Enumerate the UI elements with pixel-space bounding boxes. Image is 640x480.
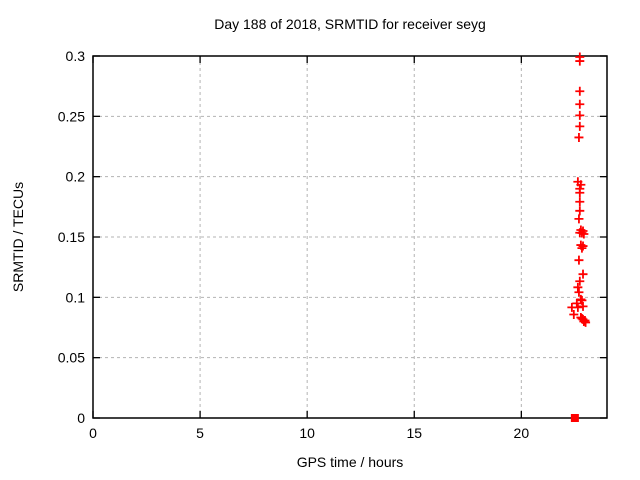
data-point-plus bbox=[576, 180, 586, 190]
y-tick-label: 0.2 bbox=[66, 169, 86, 185]
data-point-square bbox=[570, 414, 579, 422]
data-point-plus bbox=[578, 301, 588, 311]
x-axis-label: GPS time / hours bbox=[296, 454, 404, 470]
x-tick-label: 20 bbox=[514, 425, 530, 441]
y-tick-label: 0.05 bbox=[58, 350, 85, 366]
data-point-plus bbox=[569, 309, 579, 319]
data-point-plus bbox=[575, 110, 585, 120]
x-tick-label: 15 bbox=[406, 425, 422, 441]
x-tick-label: 0 bbox=[89, 425, 97, 441]
data-point-plus bbox=[577, 243, 587, 253]
data-point-plus bbox=[578, 269, 588, 279]
data-point-plus bbox=[574, 214, 584, 224]
data-point-plus bbox=[574, 287, 584, 297]
y-tick-label: 0 bbox=[77, 410, 85, 426]
data-point-plus bbox=[578, 241, 588, 251]
data-point-plus bbox=[576, 294, 586, 304]
data-point-plus bbox=[572, 298, 582, 308]
chart-title: Day 188 of 2018, SRMTID for receiver sey… bbox=[214, 16, 486, 32]
data-point-plus bbox=[575, 206, 585, 216]
data-point-plus bbox=[579, 229, 589, 239]
y-tick-label: 0.15 bbox=[58, 229, 85, 245]
data-point-plus bbox=[574, 132, 584, 142]
data-point-plus bbox=[575, 121, 585, 131]
data-point-plus bbox=[575, 276, 585, 286]
y-tick-label: 0.1 bbox=[66, 289, 86, 305]
data-point-plus bbox=[575, 188, 585, 198]
data-point-plus bbox=[579, 316, 589, 326]
data-point-plus bbox=[575, 86, 585, 96]
plot-border bbox=[92, 55, 608, 419]
y-tick-label: 0.3 bbox=[66, 48, 86, 64]
y-tick-label: 0.25 bbox=[58, 108, 85, 124]
data-point-plus bbox=[575, 56, 585, 66]
data-point-plus bbox=[581, 317, 591, 327]
data-point-plus bbox=[573, 282, 583, 292]
data-point-plus bbox=[577, 228, 587, 238]
data-point-plus bbox=[577, 295, 587, 305]
x-tick-label: 5 bbox=[196, 425, 204, 441]
data-point-plus bbox=[573, 302, 583, 312]
data-point-plus bbox=[574, 255, 584, 265]
x-tick-label: 10 bbox=[299, 425, 315, 441]
data-point-plus bbox=[575, 99, 585, 109]
data-point-plus bbox=[575, 197, 585, 207]
